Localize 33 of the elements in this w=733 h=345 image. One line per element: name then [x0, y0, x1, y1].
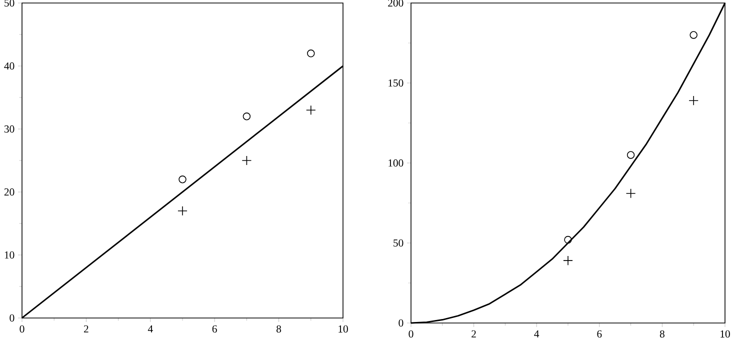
y-tick-label: 20 — [4, 188, 14, 196]
point — [690, 31, 698, 39]
point — [178, 176, 186, 184]
y-tick-label: 40 — [4, 62, 14, 70]
x-tick-label: 10 — [720, 330, 730, 338]
point — [307, 50, 315, 58]
x-tick-label: 0 — [408, 330, 414, 338]
y-tick-label: 150 — [388, 79, 404, 87]
point — [564, 236, 572, 244]
y-tick-label: 0 — [398, 319, 404, 327]
y-tick-label: 100 — [388, 159, 404, 167]
y-tick-label: 50 — [394, 239, 404, 247]
point — [178, 206, 188, 216]
x-tick-label: 4 — [148, 325, 153, 332]
point — [626, 188, 636, 198]
y-tick-label: 10 — [4, 251, 14, 259]
point — [306, 105, 316, 116]
x-tick-label: 2 — [472, 330, 476, 338]
x-tick-label: 6 — [597, 330, 602, 338]
x-tick-label: 8 — [276, 325, 282, 333]
point — [688, 96, 699, 106]
point — [626, 151, 635, 159]
point — [563, 256, 573, 266]
point — [242, 112, 251, 120]
x-tick-label: 4 — [534, 330, 540, 338]
x-tick-label: 2 — [84, 325, 88, 332]
y-tick-label: 0 — [10, 314, 14, 322]
y-tick-label: 30 — [4, 125, 14, 133]
x-tick-label: 10 — [338, 325, 348, 333]
x-tick-label: 6 — [212, 325, 217, 333]
point — [242, 156, 252, 166]
x-tick-label: 0 — [20, 325, 24, 333]
x-tick-label: 8 — [660, 330, 664, 338]
